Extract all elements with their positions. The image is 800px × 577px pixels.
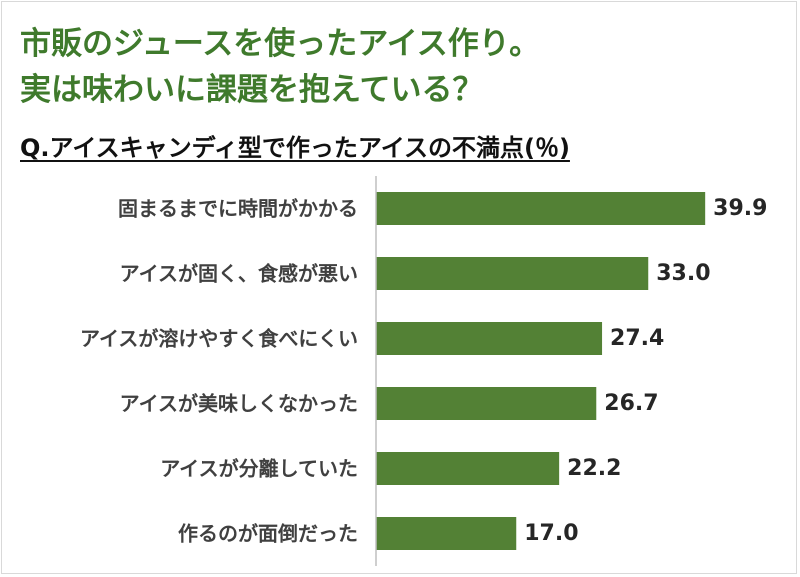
category-label: 固まるまでに時間がかかる [118, 197, 358, 221]
category-label: アイスが溶けやすく食べにくい [80, 327, 358, 351]
value-label: 26.7 [604, 391, 658, 416]
category-label: アイスが固く、食感が悪い [120, 262, 358, 286]
value-label: 17.0 [524, 521, 578, 546]
category-label: アイスが分離していた [160, 457, 358, 481]
value-label: 22.2 [567, 456, 621, 481]
bar [376, 452, 560, 485]
bar [376, 517, 517, 550]
category-label: 作るのが面倒だった [178, 522, 358, 546]
bar [376, 322, 603, 355]
bar [376, 387, 597, 420]
bar [376, 257, 649, 290]
chart-title: Q.アイスキャンディ型で作ったアイスの不満点(％) [20, 134, 570, 162]
value-label: 33.0 [656, 261, 710, 286]
headline-line-2: 実は味わいに課題を抱えている？ [20, 72, 484, 108]
bar [376, 192, 706, 225]
value-label: 27.4 [610, 326, 664, 351]
category-label: アイスが美味しくなかった [120, 392, 358, 416]
value-label: 39.9 [713, 196, 767, 221]
headline-line-1: 市販のジュースを使ったアイス作り。 [20, 26, 541, 62]
